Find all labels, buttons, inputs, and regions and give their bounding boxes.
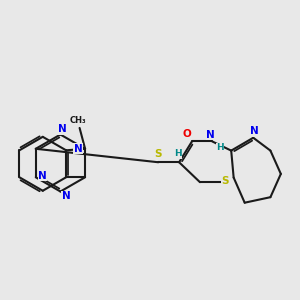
Text: CH₃: CH₃ [70, 116, 86, 125]
Text: N: N [58, 124, 66, 134]
Text: N: N [206, 130, 215, 140]
Text: N: N [61, 191, 70, 201]
Text: N: N [250, 126, 259, 136]
Text: S: S [221, 176, 229, 186]
Text: H: H [216, 143, 224, 152]
Text: N: N [38, 171, 47, 181]
Text: S: S [154, 149, 162, 159]
Text: O: O [182, 129, 191, 139]
Text: N: N [74, 144, 83, 154]
Text: H: H [174, 149, 182, 158]
